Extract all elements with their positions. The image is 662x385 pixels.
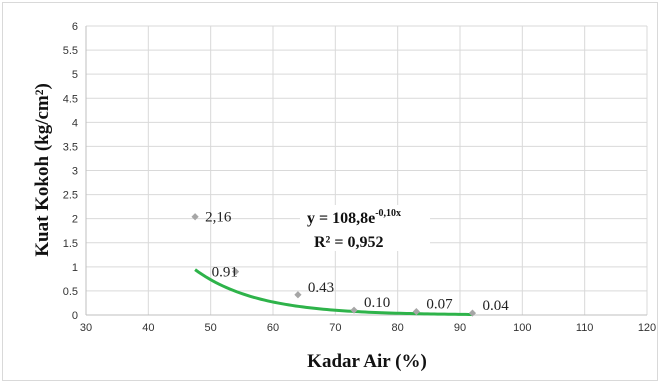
y-tick-label: 5.5 bbox=[63, 45, 78, 57]
grid-lines bbox=[85, 25, 648, 316]
x-tick-label: 90 bbox=[454, 322, 466, 334]
y-tick-label: 5 bbox=[72, 69, 78, 81]
x-tick-label: 100 bbox=[513, 322, 531, 334]
trendline-group bbox=[194, 268, 473, 316]
data-label: 0.04 bbox=[482, 298, 509, 314]
chart-frame bbox=[2, 2, 658, 381]
data-label: 2,16 bbox=[205, 210, 232, 226]
data-point bbox=[412, 308, 420, 316]
x-tick-label: 110 bbox=[576, 322, 594, 334]
y-tick-label: 3 bbox=[72, 166, 78, 178]
data-label: 0.10 bbox=[364, 295, 390, 311]
x-tick-label: 50 bbox=[205, 322, 217, 334]
data-point bbox=[350, 306, 358, 314]
data-points bbox=[191, 213, 477, 317]
y-tick-label: 2 bbox=[72, 214, 78, 226]
data-point bbox=[468, 309, 477, 317]
data-labels: 2,16 0.91 0.43 0.10 0.07 0.04 bbox=[205, 210, 509, 314]
data-label: 0.91 bbox=[212, 265, 238, 281]
y-tick-label: 3.5 bbox=[63, 141, 78, 153]
trendline-equation: y = 108,8e-0,10x bbox=[307, 208, 401, 227]
trendline bbox=[194, 268, 473, 316]
y-tick-label: 4 bbox=[72, 117, 78, 129]
data-point bbox=[191, 213, 199, 221]
y-tick-label: 2.5 bbox=[63, 190, 78, 202]
data-label: 0.43 bbox=[308, 280, 334, 296]
x-tick-label: 120 bbox=[638, 322, 656, 334]
x-tick-label: 80 bbox=[392, 322, 404, 334]
x-tick-label: 40 bbox=[142, 322, 154, 334]
y-tick-label: 1.5 bbox=[63, 238, 78, 250]
data-point bbox=[232, 268, 240, 276]
y-tick-label: 0.5 bbox=[63, 286, 78, 298]
y-tick-label: 6 bbox=[72, 21, 78, 33]
x-tick-label: 60 bbox=[267, 322, 279, 334]
x-axis-title: Kadar Air (%) bbox=[307, 351, 427, 372]
y-tick-label: 1 bbox=[72, 262, 78, 274]
data-label: 0.07 bbox=[426, 297, 453, 313]
equation-background bbox=[300, 205, 430, 251]
y-axis-ticks: 0 0.5 1 1.5 2 2.5 3 3.5 4 4.5 5 5.5 6 bbox=[63, 21, 78, 322]
y-axis-title: Kuat Kokoh (kg/cm²) bbox=[32, 83, 53, 257]
y-tick-label: 0 bbox=[72, 310, 78, 322]
x-tick-label: 30 bbox=[80, 322, 92, 334]
y-tick-label: 4.5 bbox=[63, 93, 78, 105]
data-point bbox=[294, 291, 302, 299]
x-tick-label: 70 bbox=[329, 322, 341, 334]
r-squared-label: R² = 0,952 bbox=[314, 234, 383, 251]
x-axis-ticks: 30 40 50 60 70 80 90 100 110 120 bbox=[80, 322, 656, 334]
